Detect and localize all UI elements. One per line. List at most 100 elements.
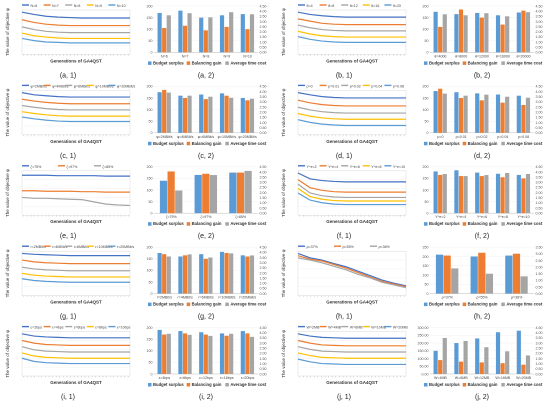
y-tick-label: 50	[425, 200, 429, 204]
y-tick-label: 200	[147, 326, 153, 330]
bar	[178, 331, 183, 374]
y2-tick-label: 3.00	[536, 181, 543, 185]
x-axis-label: Generations of GA4QST	[326, 380, 378, 385]
bar	[458, 361, 464, 374]
panel-i1: ε=2bps ε=4bps ε=6bps ε=8bps ε=10bps The value…	[5, 326, 131, 401]
y2-tick-label: 3.50	[260, 15, 267, 19]
bar	[475, 338, 480, 374]
legend-swatch	[501, 302, 505, 307]
legend-label: Balancing gain	[192, 141, 222, 146]
bar	[203, 99, 208, 133]
y-axis-label: The value of objective φ	[281, 330, 286, 378]
y-axis-label: The value of objective φ	[5, 8, 10, 56]
legend-label: N=8	[74, 4, 81, 8]
bar	[229, 333, 234, 374]
legend-swatch	[186, 383, 191, 387]
y2-tick-label: 1.50	[260, 196, 267, 200]
y2-tick-label: 2.50	[260, 266, 267, 270]
bar	[520, 276, 528, 294]
series-line	[297, 172, 406, 183]
y2-tick-label: 1.00	[260, 282, 267, 286]
y2-tick-label: 3.50	[536, 95, 543, 99]
legend-label: ε=2bps	[31, 326, 43, 330]
y-tick-label: 200.00	[418, 341, 429, 345]
bar	[525, 12, 531, 53]
series-line	[297, 92, 406, 99]
bar	[167, 171, 175, 214]
y2-tick-label: 4.00	[536, 90, 543, 94]
legend-label: W=10MB	[371, 326, 386, 330]
x-tick-label: W=20MB	[516, 376, 531, 380]
bar	[202, 173, 210, 214]
legend-swatch	[462, 383, 467, 387]
y2-tick-label: 3.50	[260, 175, 267, 179]
x-tick-label: r=4MBit/s	[178, 296, 193, 300]
y2-tick-label: 4.50	[260, 326, 267, 330]
y2-tick-label: 2.00	[260, 191, 267, 195]
bar	[521, 364, 526, 374]
legend-label: Balancing gain	[468, 221, 498, 226]
legend-label: Average time cost	[506, 302, 543, 307]
bar	[240, 255, 245, 294]
y-tick-label: 0.00	[422, 372, 429, 376]
bar	[505, 96, 510, 133]
x-tick-label: ε=16bps	[220, 376, 234, 380]
series-line	[21, 111, 130, 117]
y2-tick-label: 0.50	[536, 126, 543, 130]
y-tick-label: 150	[147, 177, 153, 181]
panel-d2: 0 50 100 150 200 0.000.501.001.50 2.002.503.00…	[423, 85, 543, 160]
x-axis-label: Generations of GA4QST	[326, 58, 378, 63]
panel-caption: (b, 1)	[336, 72, 352, 79]
y-tick-label: 300.00	[418, 326, 429, 330]
y-tick-label: 50	[149, 361, 153, 365]
series-line	[21, 32, 130, 40]
legend-label: ρ=36%	[379, 245, 391, 249]
bar	[525, 355, 531, 374]
bar	[162, 334, 167, 374]
legend-swatch	[186, 222, 191, 226]
bar	[516, 95, 521, 133]
panel-g1: r=2MBit/s r=4MBit/s r=6MBit/s r=10MBit/s r=2…	[5, 245, 134, 320]
y-tick-label: 150	[147, 338, 153, 342]
bar	[516, 174, 521, 214]
y2-tick-label: 2.50	[260, 25, 267, 29]
panel-i2: 0 50 100 150 200 0.000.501.001.502.002.50 3.00…	[147, 326, 267, 401]
legend-swatch	[462, 61, 467, 65]
y-tick-label: 50	[149, 280, 153, 284]
bar	[516, 330, 521, 374]
series-line	[297, 36, 406, 44]
x-axis-label: Generations of GA4QST	[326, 300, 378, 305]
x-tick-label: ε=4bps	[159, 376, 171, 380]
y-tick-label: 200	[423, 85, 429, 89]
y-axis-label: The value of objective φ	[5, 330, 10, 378]
legend-label: Y^e=2	[307, 165, 317, 169]
bar	[442, 174, 447, 214]
legend-label: Average time cost	[506, 60, 543, 65]
legend-label: N=10	[117, 4, 126, 8]
series-line	[297, 183, 406, 199]
legend-label: ρ=55%	[343, 245, 355, 249]
legend-label: φ=4MBit/s	[52, 84, 69, 88]
legend-label: Budget surplus	[429, 382, 460, 387]
bar	[516, 12, 521, 53]
x-tick-label: p=0.02	[476, 135, 487, 139]
series-line	[297, 112, 406, 120]
series-line	[22, 174, 130, 177]
y2-tick-label: 0.00	[536, 131, 543, 135]
y2-tick-label: 3.00	[536, 100, 543, 104]
series-line	[297, 18, 406, 26]
y2-tick-label: 2.00	[260, 352, 267, 356]
y2-tick-label: 3.50	[260, 95, 267, 99]
y2-tick-label: 1.00	[260, 201, 267, 205]
series-line	[297, 352, 406, 359]
bar	[458, 98, 464, 133]
legend-label: φ=6MBit/s	[74, 84, 91, 88]
legend-swatch	[501, 141, 505, 146]
bar	[249, 336, 255, 374]
y2-tick-label: 4.00	[536, 170, 543, 174]
series-line	[21, 357, 130, 365]
series-line	[21, 98, 130, 105]
legend-label: Budget surplus	[153, 382, 184, 387]
bar	[485, 273, 494, 294]
bar	[157, 253, 162, 294]
